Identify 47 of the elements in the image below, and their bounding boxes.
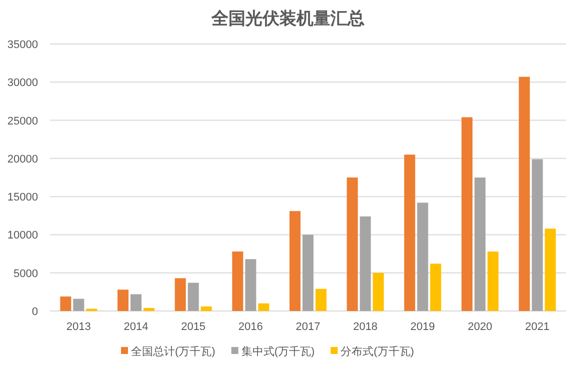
bar (130, 294, 142, 311)
bar (360, 216, 371, 311)
bar (346, 178, 358, 311)
bar (430, 264, 442, 311)
x-tick-label: 2017 (296, 321, 320, 333)
bar (462, 117, 472, 311)
bar (474, 178, 486, 311)
bar (290, 211, 300, 311)
bar (518, 76, 530, 311)
bar (245, 259, 256, 311)
legend-label: 集中式(万千瓦) (241, 345, 315, 358)
bar (532, 159, 543, 311)
bar (232, 251, 244, 311)
x-tick-label: 2019 (410, 321, 435, 333)
x-tick-label: 2016 (238, 321, 263, 333)
y-tick-label: 10000 (7, 230, 38, 242)
title: 全国光伏装机量汇总 (212, 9, 364, 28)
bar (118, 290, 128, 311)
y-tick-label: 5000 (14, 268, 38, 280)
legend-label: 全国总计(万千瓦) (131, 345, 216, 358)
bar (372, 272, 384, 311)
x-tick-label: 2021 (525, 321, 550, 333)
x-tick-label: 2015 (181, 321, 206, 333)
y-tick-label: 25000 (7, 115, 38, 128)
y-tick-label: 20000 (7, 153, 38, 166)
bar (302, 234, 314, 311)
y-tick-label: 30000 (7, 77, 38, 90)
bar (544, 228, 556, 311)
y-tick-label: 35000 (7, 39, 38, 51)
bar (488, 251, 498, 311)
x-tick-label: 2013 (66, 321, 91, 333)
bar (417, 202, 428, 311)
bar (188, 282, 199, 311)
bar (404, 154, 416, 311)
x-tick-label: 2020 (468, 321, 492, 333)
bar (73, 298, 84, 311)
x-tick-label: 2014 (124, 321, 148, 333)
legend-label: 分布式(万千瓦) (340, 345, 414, 358)
bar (258, 303, 270, 311)
y-tick-label: 15000 (7, 192, 38, 204)
x-tick-label: 2018 (353, 321, 378, 333)
bar (60, 296, 72, 311)
bar (316, 288, 326, 311)
y-tick-label: 0 (32, 306, 38, 318)
bar (200, 306, 212, 311)
bar (144, 308, 154, 311)
bar (174, 278, 186, 311)
